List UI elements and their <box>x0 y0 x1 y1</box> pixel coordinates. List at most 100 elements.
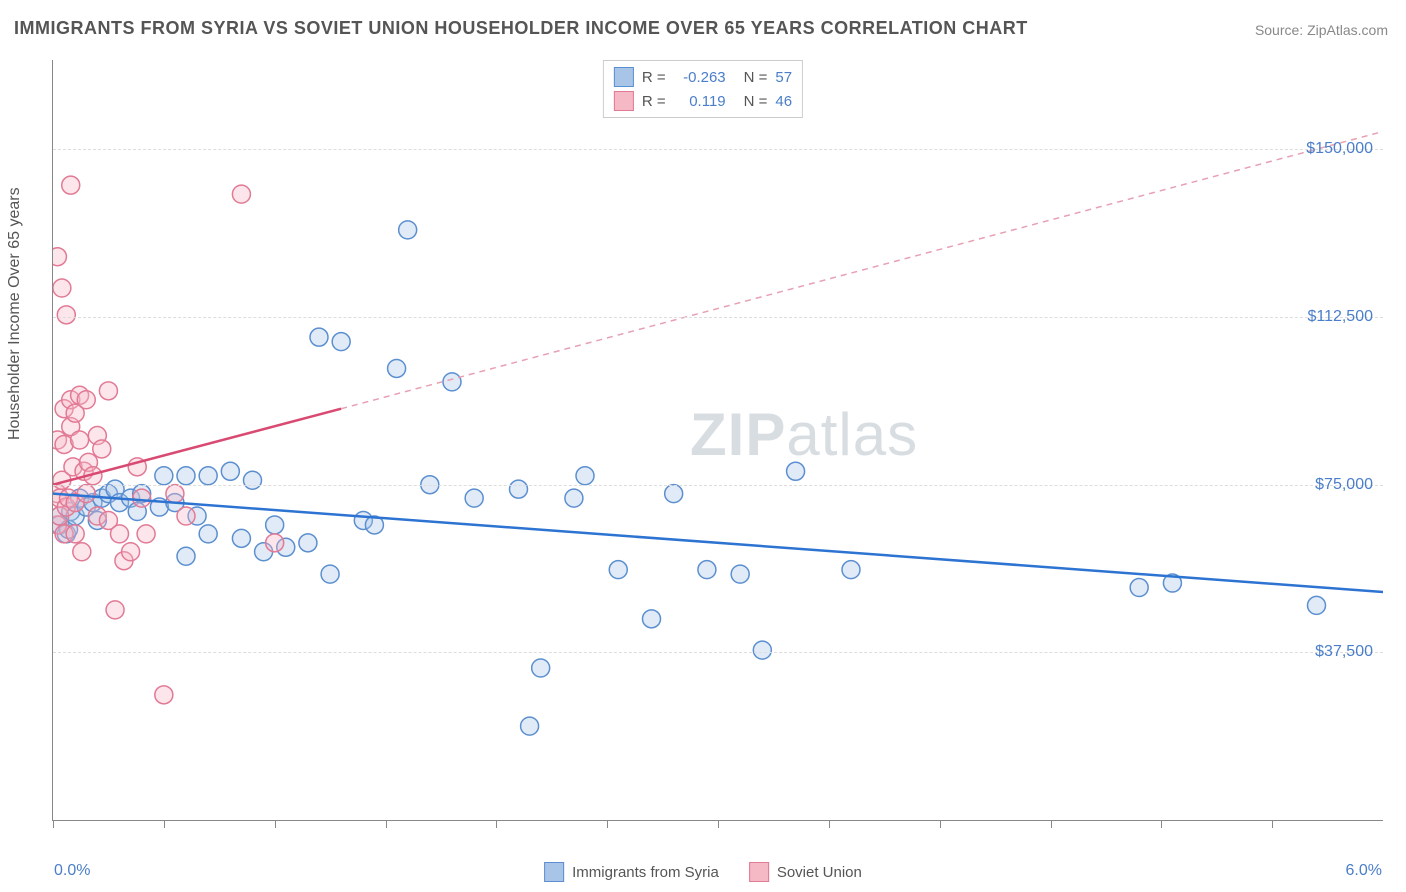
legend-item: Immigrants from Syria <box>544 862 719 882</box>
data-point <box>177 467 195 485</box>
data-point <box>155 686 173 704</box>
data-point <box>177 507 195 525</box>
legend-swatch <box>544 862 564 882</box>
stat-n-value: 46 <box>775 93 792 110</box>
data-point <box>137 525 155 543</box>
x-tick <box>829 820 830 828</box>
x-tick <box>53 820 54 828</box>
stat-r-value: -0.263 <box>674 69 726 86</box>
data-point <box>321 565 339 583</box>
legend-item: Soviet Union <box>749 862 862 882</box>
y-tick-label: $75,000 <box>1315 476 1373 494</box>
x-axis-min: 0.0% <box>54 862 90 880</box>
x-tick <box>718 820 719 828</box>
data-point <box>465 489 483 507</box>
series-legend: Immigrants from Syria Soviet Union <box>544 862 862 882</box>
legend-stat-row: R = 0.119 N = 46 <box>614 89 792 113</box>
data-point <box>177 547 195 565</box>
data-point <box>576 467 594 485</box>
data-point <box>221 462 239 480</box>
legend-swatch <box>749 862 769 882</box>
x-tick <box>275 820 276 828</box>
data-point <box>665 485 683 503</box>
data-point <box>99 382 117 400</box>
data-point <box>266 516 284 534</box>
data-point <box>510 480 528 498</box>
data-point <box>122 543 140 561</box>
data-point <box>62 176 80 194</box>
trend-line-extrapolated <box>341 132 1383 409</box>
x-tick <box>164 820 165 828</box>
gridline <box>53 652 1383 653</box>
data-point <box>199 467 217 485</box>
stat-r-value: 0.119 <box>674 93 726 110</box>
x-axis-max: 6.0% <box>1346 862 1382 880</box>
data-point <box>166 485 184 503</box>
data-point <box>787 462 805 480</box>
x-tick <box>1051 820 1052 828</box>
data-point <box>199 525 217 543</box>
y-axis-label: Householder Income Over 65 years <box>6 187 24 440</box>
data-point <box>753 641 771 659</box>
data-point <box>532 659 550 677</box>
legend-label: Immigrants from Syria <box>572 864 719 881</box>
data-point <box>266 534 284 552</box>
chart-title: IMMIGRANTS FROM SYRIA VS SOVIET UNION HO… <box>14 18 1028 39</box>
x-tick <box>940 820 941 828</box>
data-point <box>57 306 75 324</box>
x-tick <box>1161 820 1162 828</box>
correlation-legend: R = -0.263 N = 57 R = 0.119 N = 46 <box>603 60 803 118</box>
data-point <box>106 601 124 619</box>
data-point <box>310 328 328 346</box>
x-tick <box>386 820 387 828</box>
data-point <box>698 561 716 579</box>
legend-stat-row: R = -0.263 N = 57 <box>614 65 792 89</box>
legend-swatch <box>614 91 634 111</box>
data-point <box>232 185 250 203</box>
data-point <box>53 279 71 297</box>
stat-n-label: N = <box>744 69 768 86</box>
gridline <box>53 149 1383 150</box>
source-label: Source: ZipAtlas.com <box>1255 22 1388 38</box>
gridline <box>53 317 1383 318</box>
data-point <box>133 489 151 507</box>
plot-area: $37,500 $75,000 $112,500 $150,000 <box>52 60 1383 821</box>
chart-container: IMMIGRANTS FROM SYRIA VS SOVIET UNION HO… <box>0 0 1406 892</box>
data-point <box>77 391 95 409</box>
data-point <box>232 529 250 547</box>
data-point <box>73 543 91 561</box>
data-point <box>66 525 84 543</box>
plot-svg <box>53 60 1383 820</box>
x-tick <box>607 820 608 828</box>
data-point <box>299 534 317 552</box>
data-point <box>1130 579 1148 597</box>
data-point <box>1308 596 1326 614</box>
data-point <box>388 359 406 377</box>
gridline <box>53 485 1383 486</box>
data-point <box>53 248 66 266</box>
data-point <box>842 561 860 579</box>
legend-label: Soviet Union <box>777 864 862 881</box>
data-point <box>77 485 95 503</box>
y-tick-label: $112,500 <box>1307 308 1373 326</box>
stat-n-value: 57 <box>775 69 792 86</box>
trend-line <box>53 494 1383 592</box>
data-point <box>244 471 262 489</box>
stat-n-label: N = <box>744 93 768 110</box>
data-point <box>609 561 627 579</box>
stat-r-label: R = <box>642 69 666 86</box>
data-point <box>565 489 583 507</box>
data-point <box>643 610 661 628</box>
data-point <box>93 440 111 458</box>
y-tick-label: $37,500 <box>1315 643 1373 661</box>
data-point <box>521 717 539 735</box>
y-tick-label: $150,000 <box>1306 140 1373 158</box>
data-point <box>399 221 417 239</box>
data-point <box>332 333 350 351</box>
data-point <box>155 467 173 485</box>
stat-r-label: R = <box>642 93 666 110</box>
x-tick <box>496 820 497 828</box>
data-point <box>731 565 749 583</box>
legend-swatch <box>614 67 634 87</box>
data-point <box>111 525 129 543</box>
